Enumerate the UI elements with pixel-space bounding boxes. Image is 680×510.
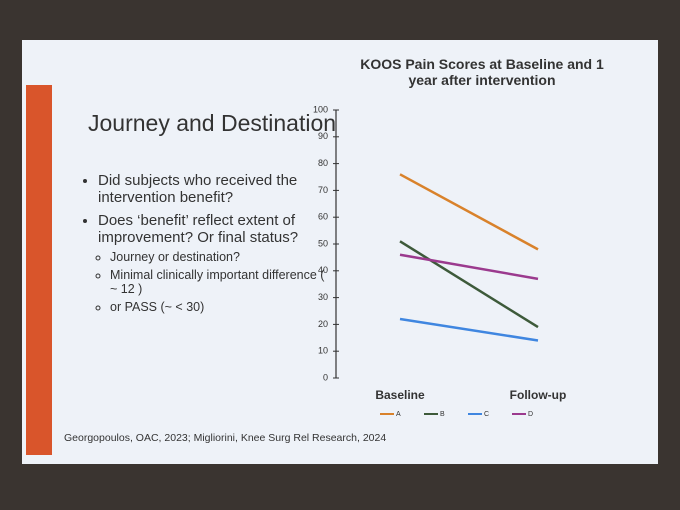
legend-label: B — [440, 411, 445, 418]
sub-bullet: Journey or destination? — [110, 250, 328, 264]
slide-title: Journey and Destination — [88, 110, 337, 136]
y-tick-label: 40 — [318, 265, 328, 275]
y-tick-label: 90 — [318, 131, 328, 141]
citation: Georgopoulos, OAC, 2023; Migliorini, Kne… — [64, 432, 387, 444]
sub-bullet: Minimal clinically important difference … — [110, 268, 328, 296]
y-tick-label: 80 — [318, 158, 328, 168]
chart-title: KOOS Pain Scores at Baseline and 1 year … — [360, 56, 604, 88]
x-tick-label: Baseline — [375, 388, 425, 402]
sub-bullet: or PASS (~ < 30) — [110, 300, 328, 314]
line — [399, 253, 539, 281]
bullet-list: Did subjects who received the interventi… — [84, 172, 328, 320]
bullet-text: Does ‘benefit’ reflect extent of improve… — [98, 212, 299, 246]
slide: Journey and Destination Did subjects who… — [22, 40, 658, 464]
sub-list: Journey or destination? Minimal clinical… — [98, 250, 328, 314]
legend-label: D — [528, 411, 533, 418]
bullet: Did subjects who received the interventi… — [98, 172, 328, 206]
line — [399, 240, 539, 329]
x-tick-label: Follow-up — [510, 388, 567, 402]
legend-label: C — [484, 411, 489, 418]
y-tick-label: 60 — [318, 212, 328, 222]
line — [399, 173, 539, 251]
y-tick-label: 100 — [313, 104, 328, 114]
y-tick-label: 70 — [318, 185, 328, 195]
legend-label: A — [396, 411, 401, 418]
y-tick-label: 30 — [318, 292, 328, 302]
line — [399, 317, 539, 342]
y-tick-label: 20 — [318, 319, 328, 329]
y-tick-label: 50 — [318, 238, 328, 248]
accent-bar — [26, 85, 52, 455]
y-tick-label: 10 — [318, 346, 328, 356]
bullet: Does ‘benefit’ reflect extent of improve… — [98, 212, 328, 314]
y-tick-label: 0 — [323, 372, 328, 382]
